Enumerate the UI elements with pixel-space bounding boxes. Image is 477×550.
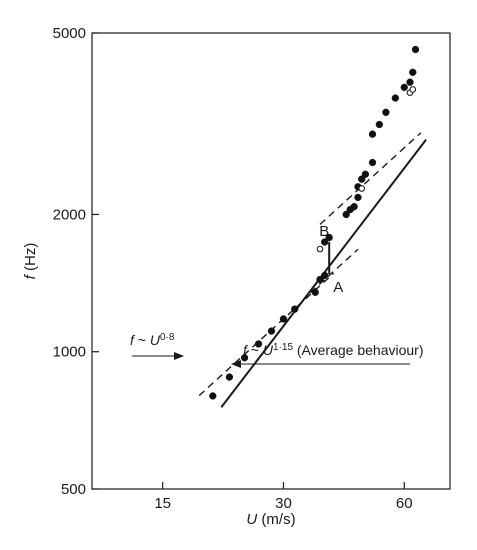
data-point-open [409,86,417,93]
x-axis-label: U (m/s) [246,511,295,528]
fit-line-low [198,272,335,397]
data-point [409,68,417,76]
data-point [342,210,350,219]
y-tick-label: 5000 [53,25,86,42]
data-point [325,233,333,242]
plot-frame [91,32,451,490]
data-point-open [316,245,324,253]
data-point [267,327,276,335]
x-tick-label: 30 [275,495,292,512]
point-label-a: A [333,279,343,296]
data-point [375,120,383,129]
x-tick-label: 15 [154,495,171,512]
data-point [411,45,420,54]
annotation-average-exponent: f ~ U1·15 (Average behaviour) [243,342,423,359]
data-point [406,78,414,86]
data-point [225,373,234,381]
y-axis-ticks: 500 1000 2000 5000 [53,25,99,498]
data-point [350,203,358,211]
data-point [354,193,362,202]
data-point-open [358,185,366,192]
data-point [400,83,408,91]
data-point [209,392,217,400]
fit-line-mid [309,248,359,294]
data-point [311,288,319,296]
data-point [291,305,299,313]
data-point [368,158,377,167]
y-axis-label: f (Hz) [22,243,39,280]
y-tick-label: 2000 [53,206,86,223]
point-label-b: B [319,223,329,240]
data-point [368,130,377,138]
y-tick-label: 1000 [53,344,86,361]
data-point [316,275,324,284]
data-point [240,354,249,362]
annotation-low-exponent: f ~ U0·8 [130,332,175,349]
data-point [321,271,329,280]
data-point [254,340,263,348]
fit-line-high [319,132,422,225]
ab-marker: AB [319,223,343,296]
data-point [382,108,390,116]
x-axis-ticks: 15 30 60 [154,482,413,512]
data-point [358,175,366,183]
data-points [209,45,420,400]
data-point [361,170,370,178]
data-point [321,238,329,246]
fit-lines [198,132,427,408]
y-tick-label: 500 [61,481,86,498]
data-point [279,315,288,323]
data-point [391,94,399,102]
x-tick-label: 60 [396,495,413,512]
